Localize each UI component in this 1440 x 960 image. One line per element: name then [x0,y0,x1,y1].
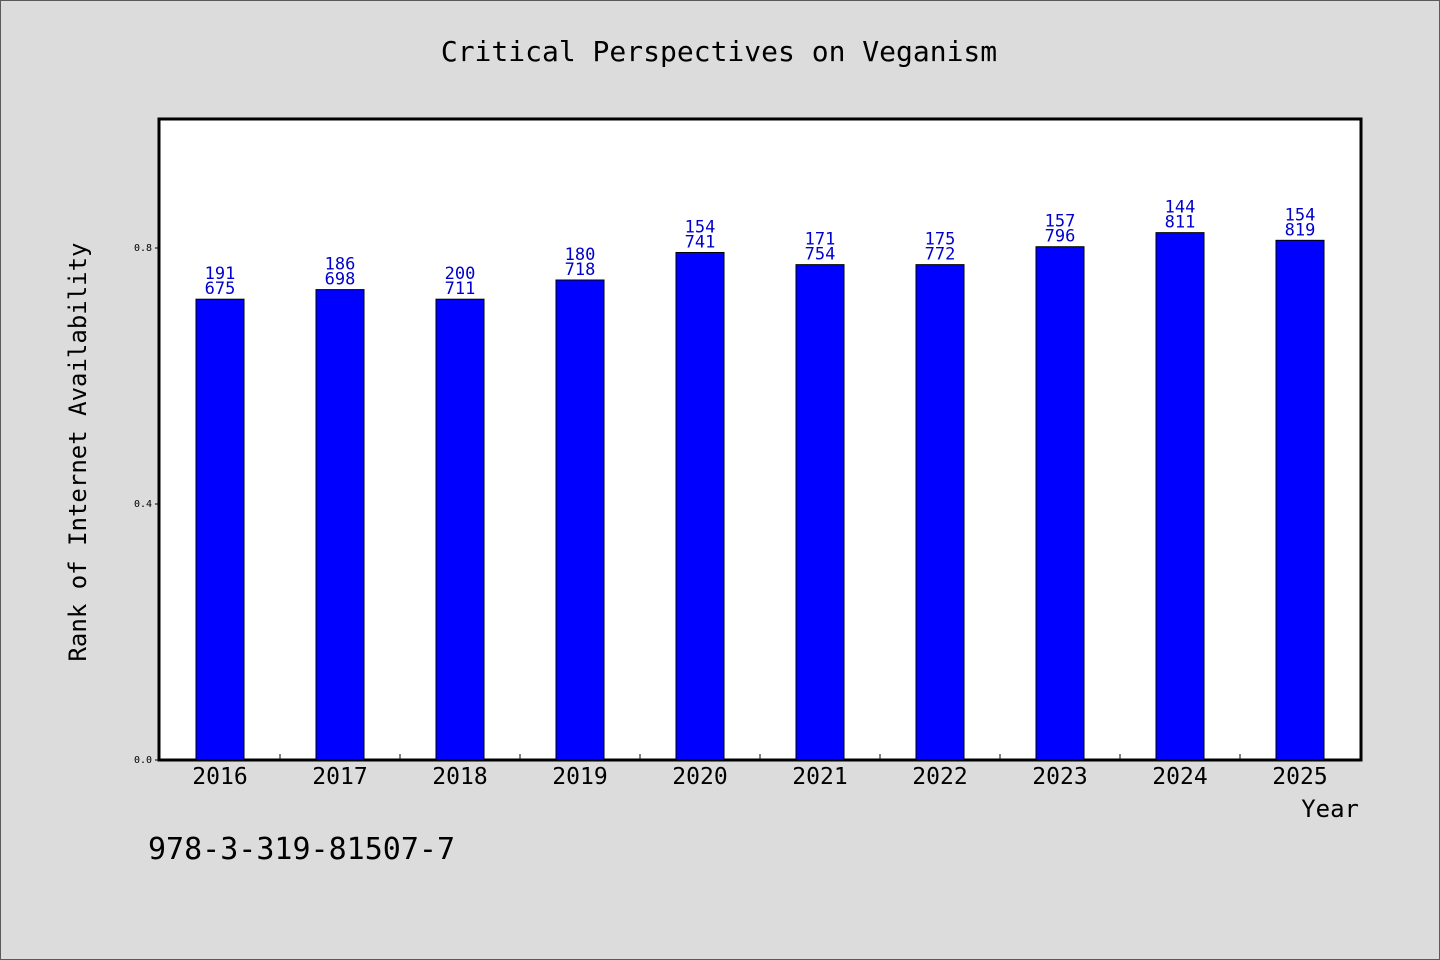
chart-title: Critical Perspectives on Veganism [441,35,997,68]
y-axis: 0.0 0.4 0.8 [134,243,160,766]
bars-group [195,232,1325,761]
x-tick-label: 2018 [432,764,487,790]
bar-label-bottom: 772 [925,245,956,265]
y-axis-label: Rank of Internet Availability [64,242,92,661]
x-tick-label: 2024 [1152,764,1207,790]
bar-label-top: 175 [925,230,956,250]
bar-label-top: 154 [685,217,716,237]
x-tick-label: 2023 [1032,764,1087,790]
x-axis-label: Year [1301,795,1359,823]
bar-2023 [1035,246,1085,761]
bar-label-top: 186 [325,255,356,275]
x-tick-label: 2016 [192,764,247,790]
bar-label-bottom: 811 [1165,213,1196,233]
bar-label-bottom: 819 [1285,220,1316,240]
bar-label-bottom: 741 [685,232,716,252]
bar-label-top: 144 [1165,198,1196,218]
bar-2018 [435,298,485,761]
bar-2019 [555,279,605,761]
bar-2021 [795,264,845,761]
bar-label-top: 180 [565,245,596,265]
bar-label-top: 191 [205,264,236,284]
bar-2020 [675,251,725,761]
x-tick-label: 2021 [792,764,847,790]
y-tick-label: 0.4 [134,499,152,510]
x-tick-label: 2022 [912,764,967,790]
y-tick-label: 0.8 [134,243,152,254]
bar-2016 [195,298,245,761]
bar-label-bottom: 698 [325,270,356,290]
bar-2022 [915,264,965,761]
bar-2017 [315,289,365,761]
bar-label-bottom: 711 [445,279,476,299]
bar-label-top: 157 [1045,212,1076,232]
bar-2025 [1275,239,1325,761]
bar-label-bottom: 718 [565,260,596,280]
bar-label-top: 171 [805,230,836,250]
x-tick-label: 2025 [1272,764,1327,790]
bar-label-bottom: 754 [805,245,836,265]
x-tick-label: 2020 [672,764,727,790]
isbn-label: 978-3-319-81507-7 [148,832,456,867]
bar-label-top: 154 [1285,205,1316,225]
x-axis: 2016 2017 2018 2019 2020 2021 2022 2023 2024 2025 [192,754,1328,790]
x-tick-label: 2019 [552,764,607,790]
y-tick-label: 0.0 [134,755,152,766]
x-tick-label: 2017 [312,764,367,790]
bar-label-bottom: 675 [205,279,236,299]
bar-label-bottom: 796 [1045,227,1076,247]
bar-2024 [1155,232,1205,761]
bar-label-top: 200 [445,264,476,284]
